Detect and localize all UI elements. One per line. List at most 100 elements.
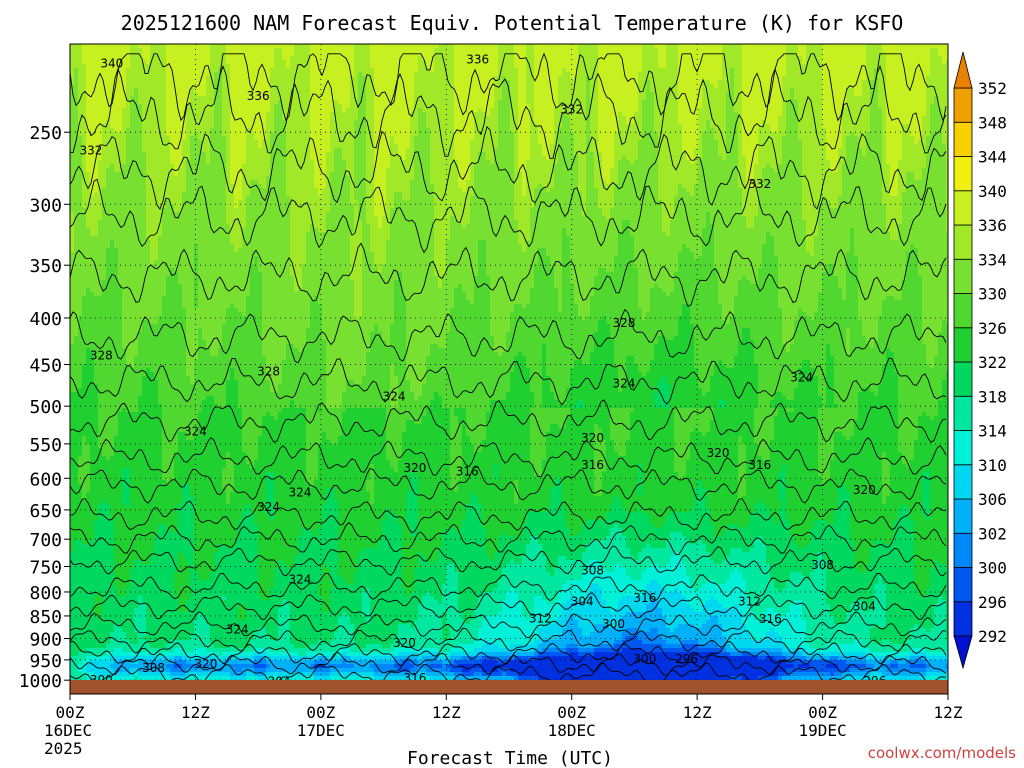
colorbar-label: 330 xyxy=(978,285,1007,304)
x-tick-label: 12Z xyxy=(181,703,210,722)
colorbar-swatch xyxy=(954,431,972,465)
colorbar-label: 348 xyxy=(978,113,1007,132)
contour-label: 336 xyxy=(466,53,489,67)
contour-label: 324 xyxy=(288,572,311,586)
colorbar-label: 300 xyxy=(978,559,1007,578)
x-tick-label: 12Z xyxy=(683,703,712,722)
colorbar-label: 352 xyxy=(978,79,1007,98)
colorbar-label: 322 xyxy=(978,353,1007,372)
x-tick-label: 17DEC xyxy=(297,721,345,740)
y-tick-label: 700 xyxy=(29,530,62,551)
contour-label: 320 xyxy=(403,461,426,475)
colorbar-label: 296 xyxy=(978,593,1007,612)
colorbar-label: 326 xyxy=(978,319,1007,338)
contour-label: 308 xyxy=(811,558,834,572)
contour-label: 332 xyxy=(79,144,102,158)
y-tick-label: 300 xyxy=(29,195,62,216)
x-tick-label: 00Z xyxy=(808,703,837,722)
colorbar-swatch xyxy=(954,499,972,533)
x-tick-label: 16DEC xyxy=(44,721,92,740)
contour-label: 308 xyxy=(581,564,604,578)
colorbar-swatch xyxy=(954,568,972,602)
colorbar-label: 292 xyxy=(978,627,1007,646)
y-tick-label: 950 xyxy=(29,651,62,672)
y-tick-label: 600 xyxy=(29,469,62,490)
contour-label: 320 xyxy=(194,657,217,671)
colorbar-swatch xyxy=(954,88,972,122)
contour-label: 340 xyxy=(100,56,123,70)
colorbar-swatch xyxy=(954,294,972,328)
contour-label: 308 xyxy=(142,661,165,675)
contour-label: 324 xyxy=(257,500,280,514)
y-tick-label: 900 xyxy=(29,630,62,651)
contour-label: 316 xyxy=(456,465,479,479)
y-tick-label: 250 xyxy=(29,123,62,144)
contour-label: 300 xyxy=(602,617,625,631)
colorbar-swatch xyxy=(954,122,972,156)
ground-terrain xyxy=(70,680,948,694)
contour-label: 300 xyxy=(633,652,656,666)
colorbar-swatch xyxy=(954,602,972,636)
contour-label: 324 xyxy=(184,424,207,438)
chart-title: 2025121600 NAM Forecast Equiv. Potential… xyxy=(121,11,904,35)
contour-label: 324 xyxy=(226,623,249,637)
x-tick-label: 12Z xyxy=(432,703,461,722)
contour-label: 304 xyxy=(853,600,876,614)
contour-label: 324 xyxy=(383,390,406,404)
colorbar-swatch xyxy=(954,259,972,293)
colorbar-label: 306 xyxy=(978,490,1007,509)
x-tick-label: 19DEC xyxy=(798,721,846,740)
contour-label: 336 xyxy=(247,89,270,103)
contour-label: 328 xyxy=(257,365,280,379)
x-tick-label: 12Z xyxy=(934,703,963,722)
colorbar-swatch xyxy=(954,225,972,259)
contour-label: 324 xyxy=(790,371,813,385)
contour-label: 316 xyxy=(759,612,782,626)
colorbar-label: 344 xyxy=(978,148,1007,167)
y-tick-label: 350 xyxy=(29,256,62,277)
contour-label: 328 xyxy=(90,349,113,363)
contour-label: 320 xyxy=(393,636,416,650)
credit-text: coolwx.com/models xyxy=(868,744,1016,762)
x-tick-label: 00Z xyxy=(306,703,335,722)
y-tick-label: 1000 xyxy=(19,671,62,692)
colorbar-swatch xyxy=(954,465,972,499)
contour-label: 304 xyxy=(571,595,594,609)
colorbar-swatch xyxy=(954,157,972,191)
contour-label: 332 xyxy=(560,102,583,116)
colorbar-swatch xyxy=(954,362,972,396)
colorbar-label: 302 xyxy=(978,524,1007,543)
colorbar-label: 310 xyxy=(978,456,1007,475)
y-tick-label: 450 xyxy=(29,356,62,377)
contour-label: 312 xyxy=(529,611,552,625)
y-tick-label: 650 xyxy=(29,501,62,522)
contour-label: 320 xyxy=(581,431,604,445)
x-tick-label: 18DEC xyxy=(548,721,596,740)
contour-label: 328 xyxy=(613,316,636,330)
colorbar-swatch xyxy=(954,191,972,225)
plot-area: 340 336 336 332 332 332 328 328 328 324 324 324 324 3… xyxy=(70,44,951,689)
y-tick-label: 400 xyxy=(29,309,62,330)
colorbar-label: 318 xyxy=(978,387,1007,406)
colorbar: 2922963003023063103143183223263303343363… xyxy=(954,52,1007,668)
contour-label: 316 xyxy=(633,591,656,605)
contour-label: 312 xyxy=(738,595,761,609)
y-tick-label: 800 xyxy=(29,583,62,604)
contour-label: 316 xyxy=(581,458,604,472)
colorbar-label: 334 xyxy=(978,250,1007,269)
y-tick-label: 550 xyxy=(29,435,62,456)
y-tick-label: 500 xyxy=(29,397,62,418)
contour-label: 320 xyxy=(853,483,876,497)
colorbar-swatch xyxy=(954,328,972,362)
colorbar-swatch xyxy=(954,533,972,567)
contour-label: 296 xyxy=(675,652,698,666)
contour-label: 316 xyxy=(748,458,771,472)
contour-label: 332 xyxy=(748,177,771,191)
x-tick-label: 00Z xyxy=(557,703,586,722)
contour-label: 324 xyxy=(288,485,311,499)
y-axis: 2503003504004505005506006507007508008509… xyxy=(19,123,70,692)
contour-label: 324 xyxy=(613,376,636,390)
colorbar-top-arrow xyxy=(954,52,972,88)
x-tick-label: 00Z xyxy=(56,703,85,722)
